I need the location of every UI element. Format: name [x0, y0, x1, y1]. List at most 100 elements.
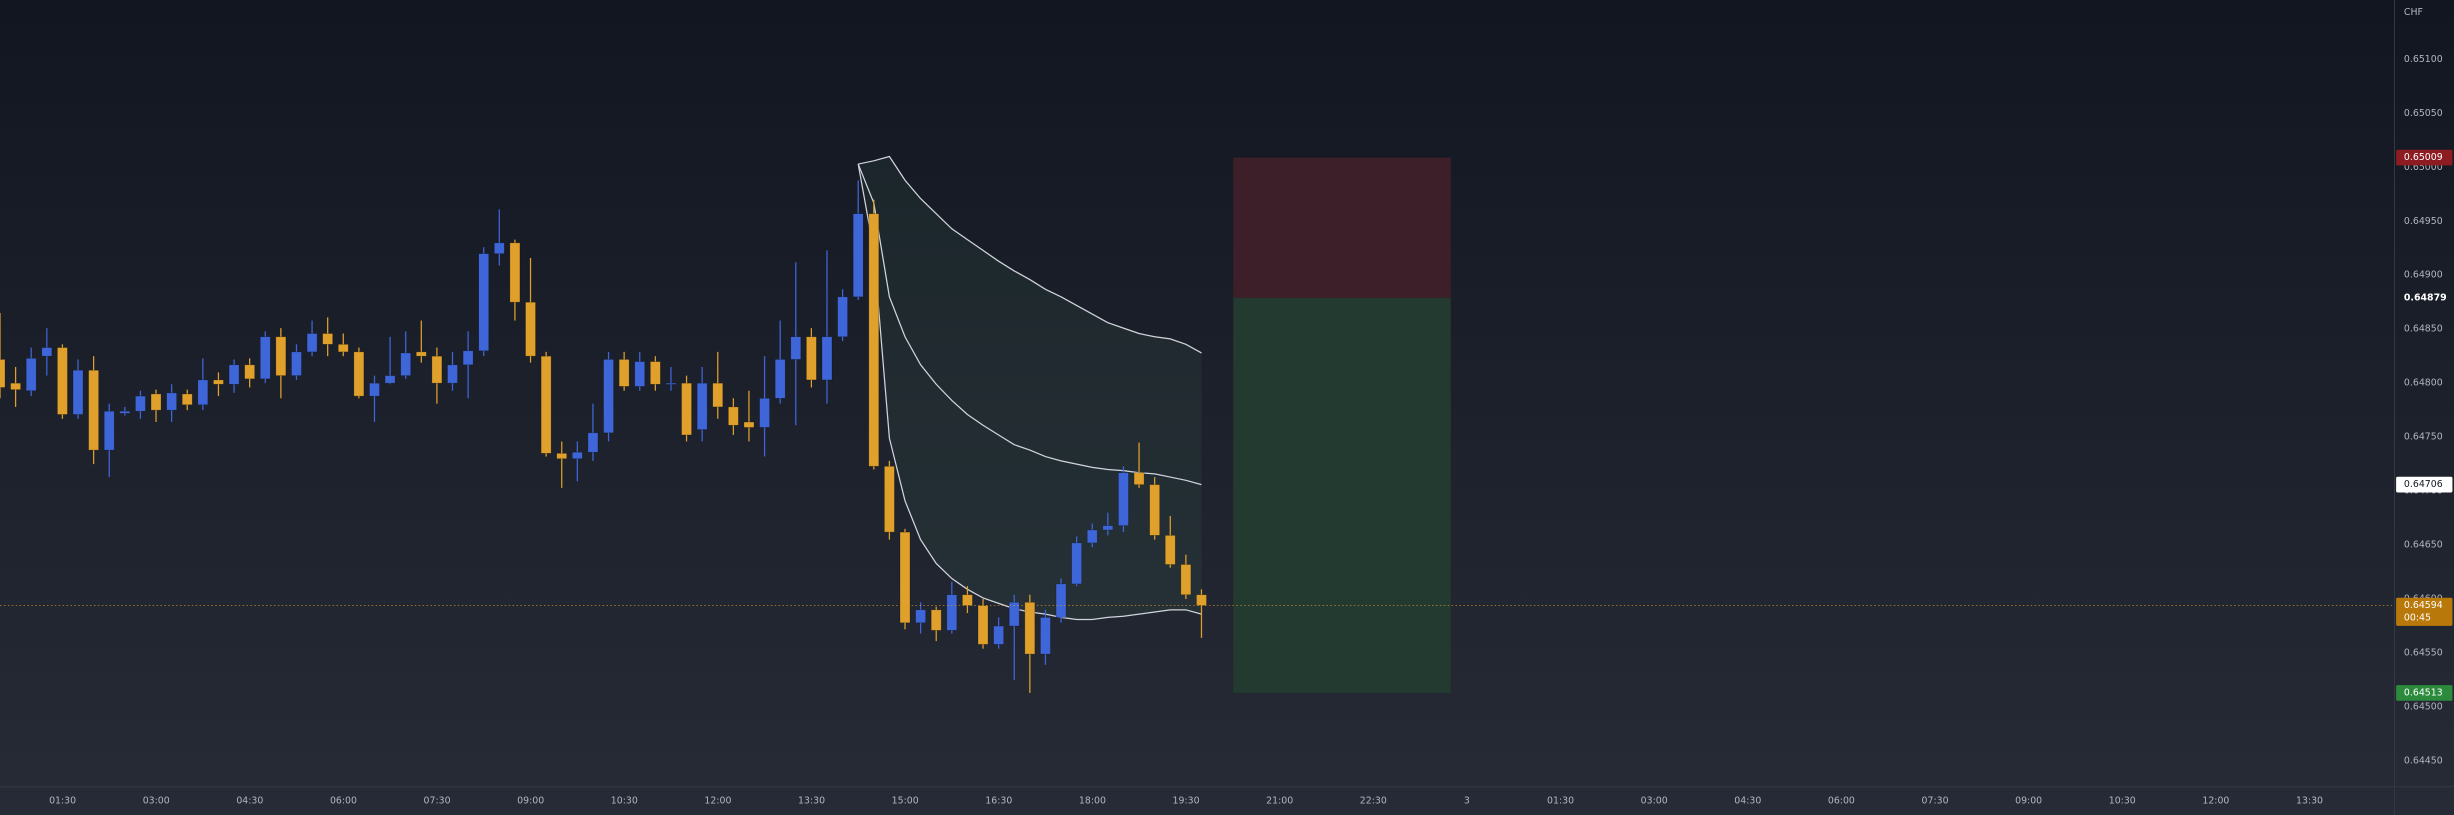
price-tag: 0.64706: [2404, 479, 2443, 490]
y-tick-label: 0.64850: [2404, 324, 2443, 335]
candle-body: [572, 451, 583, 460]
candle-body: [634, 361, 646, 387]
candle-body: [1164, 535, 1176, 565]
x-tick-label: 07:30: [1922, 795, 1949, 806]
candle-body: [1086, 529, 1098, 544]
price-tag: 0.65009: [2404, 152, 2443, 163]
candle-body: [665, 382, 677, 385]
y-tick-label: 0.64650: [2404, 540, 2443, 551]
candle-body: [821, 336, 833, 381]
candle-body: [993, 625, 1004, 645]
x-tick-label: 16:30: [985, 795, 1012, 806]
x-tick-label: 07:30: [424, 795, 451, 806]
candle-body: [1180, 564, 1192, 596]
x-tick-label: 04:30: [236, 795, 263, 806]
candle-body: [1102, 525, 1114, 531]
candle-body: [618, 359, 630, 387]
candle-body: [1133, 472, 1145, 485]
candle-body: [244, 364, 255, 380]
x-tick-label: 06:00: [1828, 795, 1855, 806]
candle-body: [868, 213, 880, 467]
candle-body: [353, 351, 365, 397]
price-tag: 0.64513: [2404, 687, 2443, 698]
y-tick-label: 0.65100: [2404, 54, 2443, 65]
x-tick-label: 12:00: [704, 795, 731, 806]
candle-body: [197, 379, 209, 406]
x-tick-label: 10:30: [2109, 795, 2136, 806]
candle-body: [181, 393, 193, 406]
candle-body: [72, 369, 84, 415]
x-tick-label: 10:30: [611, 795, 638, 806]
candle-body: [946, 594, 958, 631]
candle-body: [587, 432, 599, 453]
x-tick-label: 04:30: [1734, 795, 1761, 806]
candle-body: [493, 242, 505, 254]
candle-body: [1196, 594, 1207, 606]
candle-body: [135, 395, 146, 412]
candle-body: [306, 333, 318, 353]
candle-body: [790, 336, 802, 360]
y-tick-label: 0.64500: [2404, 701, 2443, 712]
x-tick-label: 12:00: [2202, 795, 2229, 806]
candle-body: [322, 333, 333, 345]
y-tick-label: 0.64550: [2404, 648, 2443, 659]
candle-body: [478, 253, 490, 352]
candle-body: [447, 364, 458, 384]
price-tag-bg: [2396, 149, 2453, 166]
candle-body: [930, 609, 942, 631]
candle-body: [915, 609, 926, 624]
candle-body: [384, 375, 396, 384]
candle-body: [25, 358, 37, 392]
candle-body: [103, 410, 115, 451]
y-tick-label: 0.64450: [2404, 755, 2443, 766]
x-tick-label: 18:00: [1079, 795, 1106, 806]
currency-label: CHF: [2404, 7, 2423, 18]
x-tick-label: 03:00: [143, 795, 170, 806]
candle-body: [275, 336, 287, 376]
candle-body: [977, 605, 989, 645]
candle-body: [10, 382, 21, 390]
candle-body: [228, 364, 240, 385]
x-tick-label: 13:30: [2296, 795, 2323, 806]
candle-body: [681, 382, 692, 436]
candle-body: [150, 393, 162, 411]
candle-body: [774, 359, 786, 399]
y-tick-label: 0.64800: [2404, 378, 2443, 389]
band-line: [858, 155, 1202, 354]
candle-body: [415, 351, 427, 357]
candle-body: [556, 453, 568, 460]
candle-body: [400, 352, 412, 376]
price-tag-bg: [2396, 685, 2453, 701]
candle-body: [259, 336, 271, 380]
candle-body: [0, 359, 6, 388]
candle-body: [899, 531, 911, 624]
stop-zone: [1233, 157, 1451, 298]
candle-body: [1040, 617, 1051, 655]
band-fill: [858, 156, 1202, 620]
candle-body: [728, 406, 739, 426]
candle-body: [743, 421, 755, 428]
price-tag: 0.64879: [2404, 292, 2447, 303]
candle-body: [41, 347, 53, 357]
candle-body: [1071, 542, 1082, 585]
candle-body: [540, 355, 552, 454]
band-line: [857, 163, 1202, 486]
y-tick-label: 0.64750: [2404, 432, 2443, 443]
candle-body: [1055, 583, 1067, 618]
candle-body: [88, 369, 99, 451]
candle-body: [509, 242, 521, 303]
candle-body: [696, 382, 708, 430]
candle-body: [1118, 472, 1129, 526]
x-tick-label: 21:00: [1266, 795, 1293, 806]
y-tick-label: 0.64900: [2404, 270, 2443, 281]
x-tick-label: 13:30: [798, 795, 825, 806]
candle-body: [291, 351, 302, 376]
plot-area: [0, 155, 2395, 693]
x-tick-label: 01:30: [1547, 795, 1574, 806]
candle-body: [431, 355, 443, 384]
last-price: 0.64594: [2404, 600, 2443, 611]
candle-body: [1149, 484, 1160, 536]
